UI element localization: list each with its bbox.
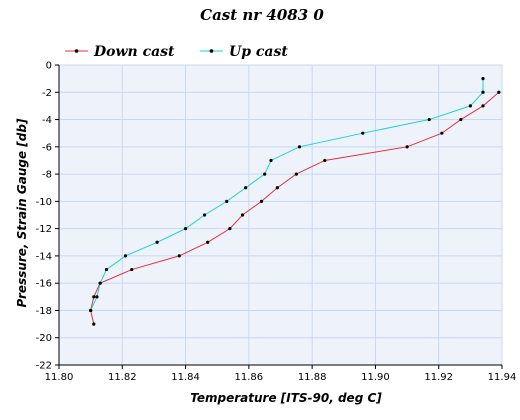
chart-title: Cast nr 4083 0 [200, 6, 324, 24]
y-tick-label: -14 [36, 251, 52, 262]
data-point-up-cast [427, 117, 431, 122]
y-tick-labels: 0 -2 -4 -6 -8 -10 -12 -14 -16 -18 -20 -22 [36, 61, 52, 372]
data-point-down-cast [240, 213, 245, 217]
data-point-up-cast [468, 104, 472, 108]
data-point-up-cast [202, 213, 207, 217]
data-point-down-cast [206, 240, 210, 244]
data-point-up-cast [95, 295, 99, 299]
y-tick-label: -12 [36, 224, 52, 235]
x-axis-label: Temperature [ITS-90, deg C] [190, 391, 382, 405]
legend-label-up-cast: Up cast [229, 44, 288, 60]
y-tick-label: -16 [36, 279, 52, 290]
data-point-up-cast [89, 308, 93, 313]
y-tick-label: -10 [36, 197, 52, 208]
y-tick-label: -2 [42, 88, 52, 99]
series-lines [89, 77, 501, 326]
x-tick-labels: 11.80 11.82 11.84 11.86 11.88 11.90 11.92 11.94 [45, 372, 517, 383]
y-tick-label: -22 [36, 361, 52, 372]
data-point-down-cast [481, 104, 485, 108]
y-tick-label: -4 [42, 115, 52, 126]
data-point-up-cast [183, 227, 188, 231]
data-point-up-cast [269, 158, 273, 163]
data-point-down-cast [92, 322, 96, 326]
y-tick-label: 0 [46, 61, 52, 72]
data-point-up-cast [361, 131, 365, 135]
data-point-up-cast [481, 90, 485, 94]
legend: Down cast Up cast [65, 44, 288, 60]
data-point-up-cast [123, 254, 128, 258]
data-point-up-cast [225, 199, 229, 203]
data-point-down-cast [294, 172, 298, 176]
y-axis-label: Pressure, Strain Gauge [db] [15, 118, 29, 307]
data-point-up-cast [481, 77, 485, 81]
legend-item-up-cast: Up cast [200, 44, 288, 60]
x-tick-label: 11.82 [108, 372, 137, 383]
x-tick-label: 11.80 [45, 372, 74, 383]
y-tick-label: -18 [36, 306, 52, 317]
x-tick-label: 11.90 [361, 372, 390, 383]
data-point-down-cast [323, 158, 327, 163]
y-tick-label: -20 [36, 333, 52, 344]
data-point-down-cast [259, 199, 264, 203]
x-tick-label: 11.92 [424, 372, 453, 383]
x-tick-label: 11.88 [298, 372, 327, 383]
x-tick-label: 11.86 [235, 372, 264, 383]
data-point-down-cast [405, 145, 409, 149]
legend-marker-down-cast [74, 49, 79, 53]
data-point-down-cast [459, 117, 463, 122]
data-point-down-cast [275, 186, 279, 190]
series-line-down-cast [90, 91, 500, 325]
x-tick-label: 11.84 [171, 372, 200, 383]
series-line-up-cast [90, 78, 484, 311]
data-point-up-cast [98, 281, 102, 285]
y-tick-label: -6 [42, 142, 52, 153]
data-point-up-cast [155, 240, 159, 244]
data-point-down-cast [228, 227, 232, 231]
data-point-down-cast [440, 131, 444, 135]
data-point-down-cast [92, 295, 96, 299]
legend-item-down-cast: Down cast [65, 44, 175, 60]
data-point-down-cast [177, 254, 181, 258]
data-point-down-cast [130, 267, 134, 272]
legend-marker-up-cast [209, 49, 214, 53]
axes [55, 64, 503, 369]
data-point-up-cast [263, 172, 267, 176]
legend-label-down-cast: Down cast [93, 44, 175, 60]
plot-area [59, 65, 502, 365]
y-tick-label: -8 [42, 170, 52, 181]
data-point-up-cast [244, 186, 248, 190]
x-tick-label: 11.94 [488, 372, 517, 383]
data-point-up-cast [297, 145, 302, 149]
data-point-down-cast [497, 90, 501, 94]
data-point-up-cast [104, 267, 109, 272]
